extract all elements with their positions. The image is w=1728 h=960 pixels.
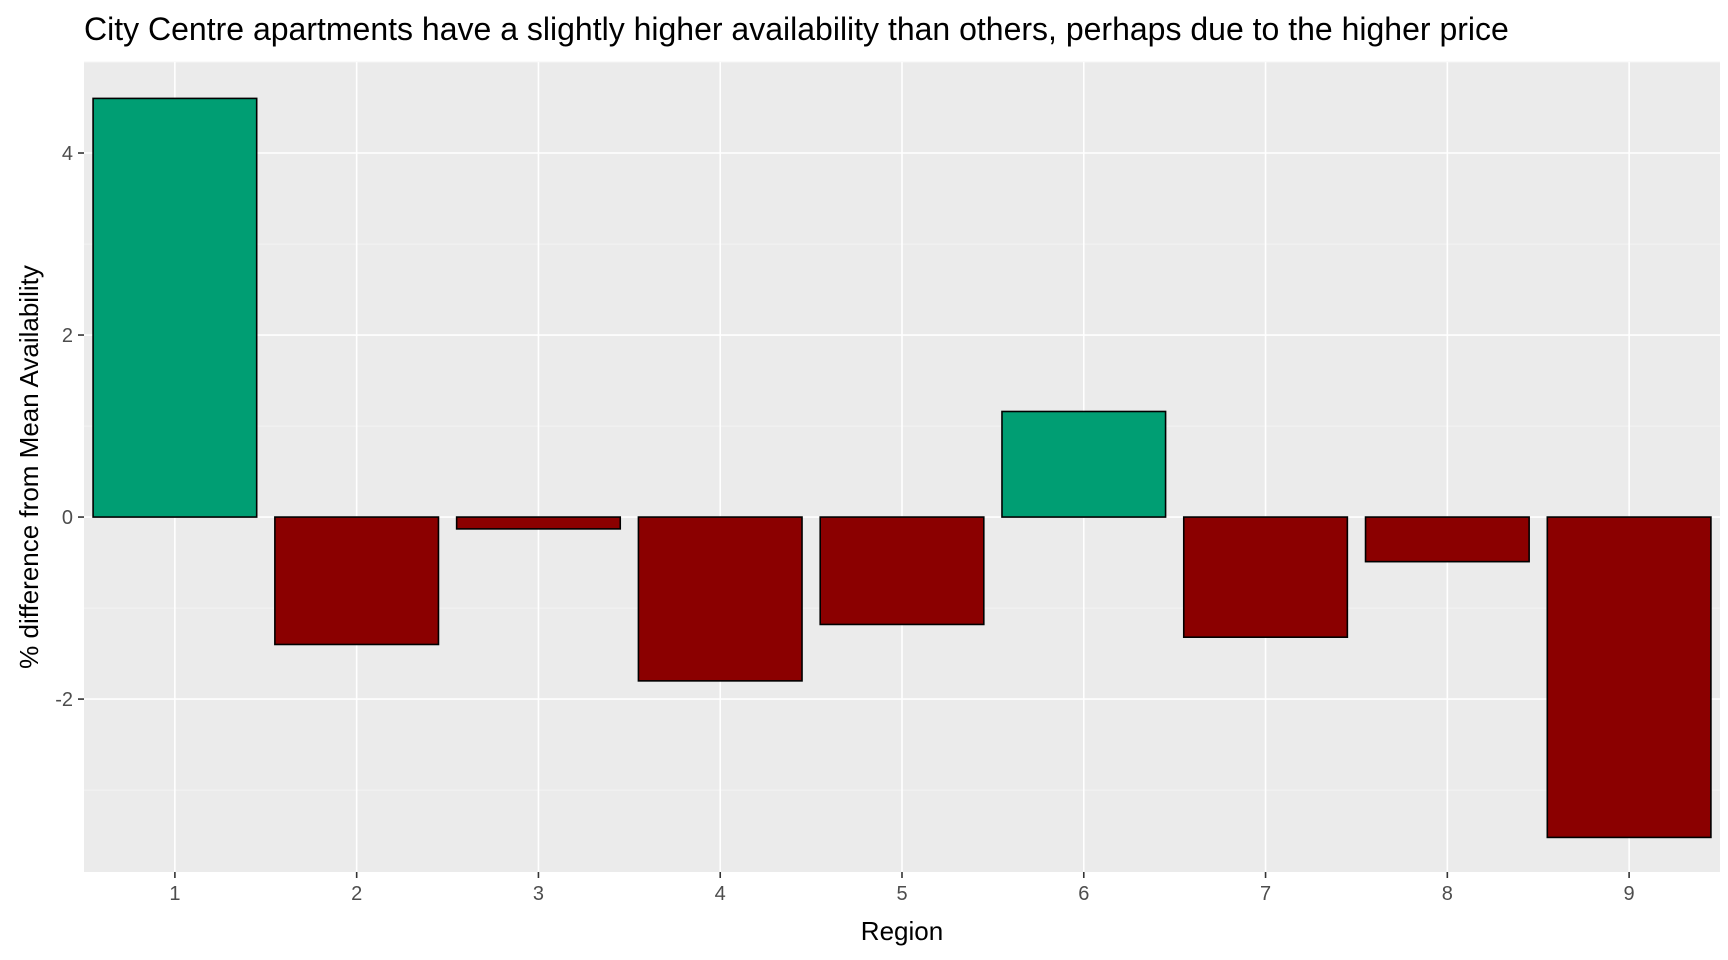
- x-tick-label: 3: [533, 883, 544, 905]
- bar-region-8: [1364, 516, 1530, 563]
- bar-region-6: [1001, 410, 1167, 518]
- y-tick-label: 2: [62, 325, 73, 347]
- bar-region-5: [819, 516, 985, 626]
- x-axis-title: Region: [861, 916, 943, 946]
- bar-region-2: [274, 516, 440, 646]
- y-tick-label: -2: [55, 689, 73, 711]
- x-tick-label: 2: [351, 883, 362, 905]
- x-tick-label: 1: [169, 883, 180, 905]
- x-tick-label: 8: [1442, 883, 1453, 905]
- y-tick-label: 0: [62, 507, 73, 529]
- x-axis: 1 2 3 4 5 6 7 8 9: [169, 872, 1635, 905]
- bar-region-3: [455, 516, 622, 530]
- x-tick-label: 7: [1260, 883, 1271, 905]
- bar-region-7: [1182, 516, 1349, 638]
- bar-region-4: [637, 516, 803, 682]
- x-tick-label: 5: [896, 883, 907, 905]
- x-tick-label: 4: [715, 883, 726, 905]
- chart-title: City Centre apartments have a slightly h…: [84, 11, 1509, 47]
- bars: [92, 97, 1712, 839]
- bar-region-9: [1546, 516, 1712, 839]
- y-axis: -2 0 2 4: [55, 143, 84, 711]
- bar-region-1: [92, 97, 258, 518]
- y-tick-label: 4: [62, 143, 73, 165]
- x-tick-label: 6: [1078, 883, 1089, 905]
- y-axis-title: % difference from Mean Availability: [14, 265, 44, 669]
- x-tick-label: 9: [1624, 883, 1635, 905]
